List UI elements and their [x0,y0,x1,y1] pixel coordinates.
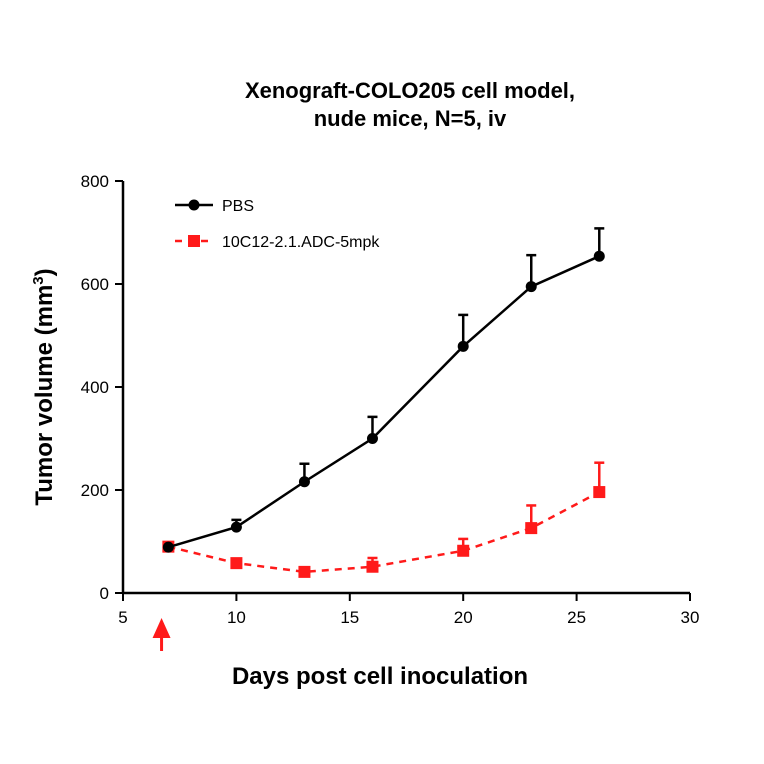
y-axis-label-close: ) [31,268,58,276]
series-adc [162,461,606,578]
x-axis-label: Days post cell inoculation [232,663,528,690]
data-point [593,486,606,499]
chart-title-line1: Xenograft-COLO205 cell model, [245,78,575,103]
y-tick-label: 400 [81,378,109,397]
y-axis-label-superscript: 3 [30,276,47,284]
data-point [366,433,378,444]
legend-label: 10C12-2.1.ADC-5mpk [222,234,380,251]
data-point [593,250,605,262]
data-point [525,281,537,293]
y-axis-label-text: Tumor volume (mm [31,285,58,506]
data-point [230,521,242,533]
x-tick-label: 20 [454,608,473,627]
y-tick-label: 800 [81,172,109,191]
data-point [366,560,379,573]
data-point [457,340,469,352]
dosing-arrow-head [152,618,171,638]
y-tick-label: 200 [81,481,109,500]
series-line [168,255,600,549]
data-point [162,541,174,553]
data-point [230,557,243,570]
chart-title-line2: nude mice, N=5, iv [314,106,507,131]
y-axis-label: Tumor volume (mm3) [30,268,58,505]
data-point [298,476,310,488]
legend-marker [188,199,200,211]
x-tick-label: 5 [118,608,127,627]
data-point [525,522,538,535]
x-tick-label: 10 [227,608,246,627]
data-point [457,544,470,557]
x-tick-label: 25 [567,608,586,627]
data-point [298,565,311,578]
legend-marker [188,235,200,247]
y-tick-label: 600 [81,275,109,294]
y-tick-label: 0 [100,584,109,603]
x-tick-label: 30 [681,608,700,627]
x-tick-label: 15 [340,608,359,627]
legend-label: PBS [222,198,254,215]
series-pbs [162,227,605,553]
